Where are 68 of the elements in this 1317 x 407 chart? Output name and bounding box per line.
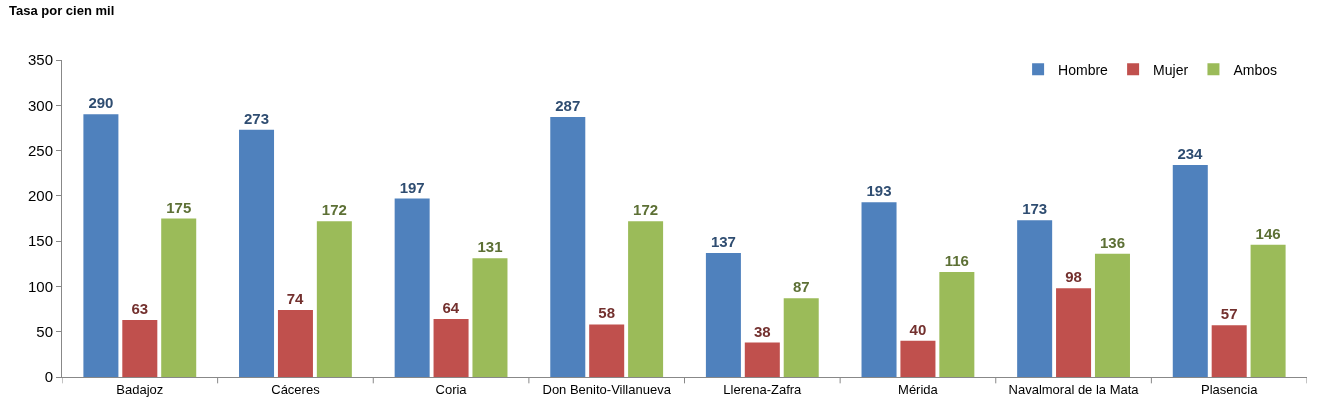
data-label: 193 <box>866 182 892 200</box>
data-label: 273 <box>244 109 270 127</box>
x-tick-label: Coria <box>435 381 468 397</box>
bar <box>277 309 313 377</box>
data-label: 116 <box>944 251 969 269</box>
bar <box>1056 288 1092 377</box>
x-tick-label: Navalmoral de la Mata <box>1008 381 1140 397</box>
y-tick-label: 300 <box>27 96 53 114</box>
y-tick-label: 250 <box>27 141 53 159</box>
data-label: 175 <box>166 198 192 216</box>
x-tick-label: Badajoz <box>116 381 164 397</box>
y-tick-label: 100 <box>27 277 53 295</box>
bar <box>783 298 819 377</box>
bar <box>628 221 664 377</box>
bar <box>744 342 780 377</box>
data-label: 40 <box>909 320 927 338</box>
data-label: 64 <box>442 299 460 317</box>
bar <box>316 221 352 377</box>
x-tick-label: Llerena-Zafra <box>723 381 803 397</box>
bar <box>394 198 430 377</box>
data-label: 290 <box>88 94 114 112</box>
data-label: 87 <box>792 278 810 296</box>
y-tick-label: 50 <box>36 322 53 340</box>
y-axis-title: Tasa por cien mil <box>9 3 115 18</box>
x-tick-label: Don Benito-Villanueva <box>542 381 672 397</box>
data-label: 57 <box>1220 305 1238 323</box>
bar <box>705 252 741 377</box>
data-label: 234 <box>1177 145 1204 163</box>
bar <box>939 271 975 377</box>
bar <box>433 319 469 377</box>
bar <box>900 340 936 377</box>
bar <box>122 319 158 377</box>
x-tick-label: Mérida <box>898 381 939 397</box>
data-label: 38 <box>753 322 771 340</box>
data-label: 137 <box>710 232 736 250</box>
data-label: 172 <box>321 201 347 219</box>
legend-label: Hombre <box>1058 61 1109 78</box>
data-label: 173 <box>1022 200 1048 218</box>
bar <box>1017 220 1053 377</box>
bar <box>239 129 275 377</box>
bar <box>472 258 508 377</box>
bar <box>550 117 586 377</box>
bar <box>83 114 119 377</box>
data-label: 197 <box>399 178 425 196</box>
data-label: 146 <box>1255 224 1281 242</box>
data-label: 98 <box>1065 268 1082 286</box>
data-label: 136 <box>1099 233 1125 251</box>
bar <box>1250 244 1286 377</box>
data-label: 58 <box>598 304 616 322</box>
x-tick-label: Cáceres <box>271 381 321 397</box>
x-tick-label: Plasencia <box>1201 381 1259 397</box>
data-label: 172 <box>633 201 659 219</box>
data-label: 287 <box>555 97 581 115</box>
bar <box>1211 325 1247 377</box>
bar <box>1094 253 1130 377</box>
bar <box>589 324 625 377</box>
y-tick-label: 0 <box>44 368 53 386</box>
legend-label: Mujer <box>1153 61 1189 78</box>
bar <box>161 218 197 377</box>
data-label: 63 <box>131 299 149 317</box>
y-tick-label: 200 <box>27 187 53 205</box>
bar <box>1172 165 1208 377</box>
legend-label: Ambos <box>1233 61 1278 78</box>
bar <box>861 202 897 377</box>
y-tick-label: 350 <box>27 51 53 69</box>
data-label: 74 <box>286 289 305 307</box>
y-tick-label: 150 <box>27 232 53 250</box>
data-label: 131 <box>477 238 503 256</box>
